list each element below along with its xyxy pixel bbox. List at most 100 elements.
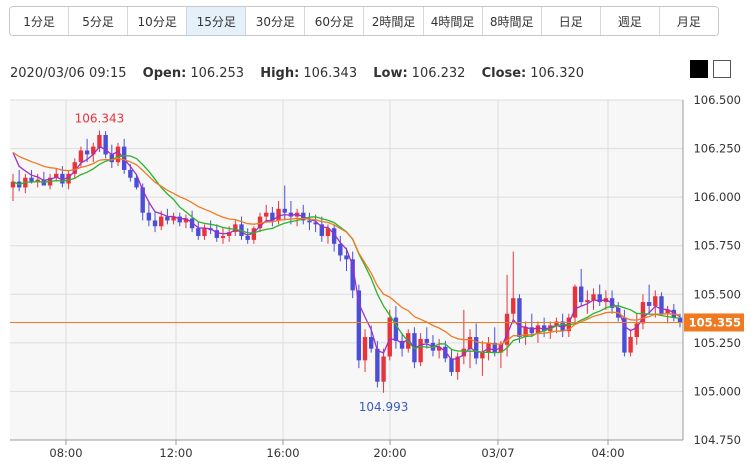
tab-4[interactable]: 30分足: [246, 7, 306, 35]
x-tick-label: 16:00: [266, 446, 299, 460]
candle-body: [585, 300, 590, 303]
low-annotation: 104.993: [359, 400, 409, 414]
ma-short-line: [12, 145, 681, 361]
candle-body: [60, 173, 65, 184]
y-tick-label: 106.000: [693, 190, 741, 204]
candle-body: [78, 150, 84, 163]
candle-body: [288, 212, 294, 217]
tab-1[interactable]: 5分足: [69, 7, 129, 35]
tab-7[interactable]: 4時間足: [423, 7, 483, 35]
tab-5[interactable]: 60分足: [305, 7, 365, 35]
candle-body: [535, 325, 541, 334]
candle-body: [97, 134, 102, 148]
candle-body: [529, 327, 534, 334]
candle-body: [72, 162, 77, 174]
y-tick-label: 105.500: [693, 287, 741, 301]
candle-body: [393, 317, 399, 341]
candle-body: [29, 177, 34, 182]
candle-body: [171, 216, 176, 221]
candle-body: [159, 216, 164, 227]
candle-body: [338, 243, 343, 256]
tab-8[interactable]: 8時間足: [482, 7, 542, 35]
candle-body: [640, 302, 646, 324]
high-annotation: 106.343: [75, 112, 125, 126]
candle-body: [375, 348, 380, 382]
open-value: 106.253: [190, 66, 245, 81]
light-theme-button[interactable]: [713, 60, 731, 78]
candle-body: [183, 218, 189, 223]
candle-body: [455, 356, 460, 372]
x-tick-label: 20:00: [373, 446, 406, 460]
candle-body: [264, 212, 269, 217]
candle-body: [424, 338, 429, 343]
candle-body: [399, 340, 405, 349]
tab-2[interactable]: 10分足: [128, 7, 188, 35]
tab-10[interactable]: 週足: [600, 7, 660, 35]
candle-body: [665, 309, 670, 314]
y-tick-label: 105.750: [693, 239, 741, 253]
tab-6[interactable]: 2時間足: [364, 7, 424, 35]
candle-body: [220, 236, 226, 238]
tab-11[interactable]: 月足: [659, 7, 718, 35]
candle-body: [128, 169, 133, 178]
candle-body: [10, 181, 16, 188]
candle-body: [381, 356, 386, 382]
candle-body: [270, 212, 275, 221]
low-label: Low:: [373, 66, 408, 81]
candle-body: [449, 358, 454, 372]
high-value: 106.343: [303, 66, 358, 81]
candle-body: [134, 177, 139, 188]
candle-body: [591, 294, 596, 301]
ohlc-info: 2020/03/06 09:15 Open: 106.253 High: 106.3…: [10, 66, 584, 81]
candle-body: [331, 228, 337, 244]
candle-body: [461, 348, 467, 357]
candle-body: [276, 208, 281, 221]
tab-0[interactable]: 1分足: [10, 7, 70, 35]
candle-body: [554, 321, 559, 326]
candle-body: [165, 216, 170, 221]
y-tick-label: 106.500: [693, 93, 741, 107]
candle-body: [517, 298, 522, 338]
candle-body: [418, 338, 423, 363]
candle-body: [307, 220, 312, 223]
y-tick-label: 104.750: [693, 433, 741, 447]
candle-body: [115, 146, 121, 163]
candle-body: [226, 232, 232, 236]
y-tick-label: 105.250: [693, 336, 741, 350]
candle-body: [146, 212, 152, 221]
tab-9[interactable]: 日足: [541, 7, 601, 35]
x-tick-label: 12:00: [159, 446, 192, 460]
candle-body: [362, 337, 368, 361]
candle-body: [319, 224, 324, 236]
candle-body: [325, 228, 331, 236]
ma-long-line: [12, 151, 681, 345]
y-tick-label: 105.000: [693, 384, 741, 398]
candle-body: [109, 154, 115, 163]
x-tick-label: 08:00: [49, 446, 82, 460]
candle-body: [511, 298, 516, 314]
candle-body: [578, 286, 584, 303]
candle-body: [189, 218, 195, 229]
candle-body: [35, 179, 40, 182]
candle-body: [504, 313, 510, 345]
candle-body: [54, 173, 59, 178]
candle-body: [387, 317, 392, 357]
tab-3[interactable]: 15分足: [187, 7, 247, 35]
candle-body: [66, 173, 71, 184]
candle-body: [177, 216, 182, 223]
y-tick-label: 106.250: [693, 142, 741, 156]
timeframe-tabs: 1分足 5分足 10分足 15分足 30分足 60分足 2時間足 4時間足 8時間足 日足 週足 月足: [9, 6, 719, 36]
candle-body: [541, 325, 547, 332]
candle-body: [350, 259, 355, 291]
close-label: Close:: [481, 66, 527, 81]
dark-theme-button[interactable]: [690, 60, 708, 78]
ohlc-datetime: 2020/03/06 09:15: [10, 66, 127, 81]
candle-body: [646, 302, 652, 306]
high-label: High:: [260, 66, 300, 81]
candle-body: [103, 134, 108, 155]
candle-body: [369, 337, 374, 349]
candle-body: [140, 187, 145, 213]
candle-body: [443, 346, 448, 359]
x-tick-label: 04:00: [591, 446, 624, 460]
